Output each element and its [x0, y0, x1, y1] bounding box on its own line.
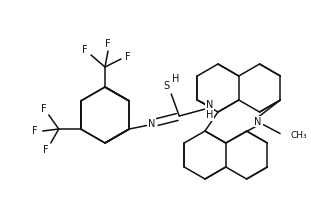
Text: F: F — [82, 45, 88, 55]
Text: N: N — [206, 100, 213, 110]
Text: F: F — [125, 52, 131, 62]
Text: N: N — [147, 119, 155, 129]
Text: F: F — [43, 145, 49, 155]
Text: H: H — [206, 110, 213, 120]
Text: F: F — [32, 126, 38, 136]
Text: S: S — [163, 81, 169, 91]
Text: H: H — [172, 74, 179, 84]
Text: F: F — [41, 104, 47, 114]
Text: CH₃: CH₃ — [290, 131, 307, 140]
Text: F: F — [105, 39, 111, 49]
Text: N: N — [254, 116, 262, 127]
